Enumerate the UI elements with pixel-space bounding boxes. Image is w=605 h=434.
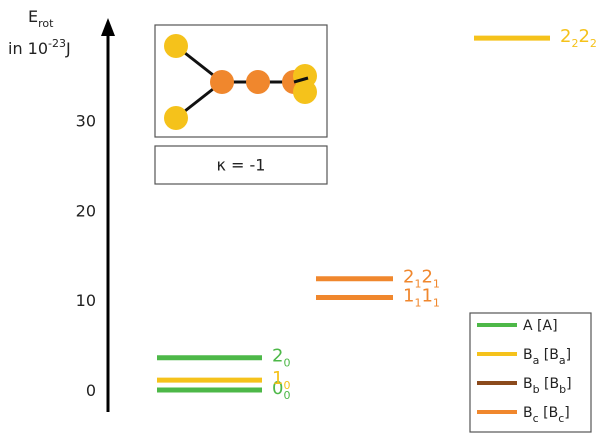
annotation: κ = -1 [217, 156, 266, 175]
level-label-part: 1 [421, 286, 432, 307]
y-axis-label-part: rot [38, 17, 54, 30]
legend-label-part: b [533, 383, 540, 396]
legend-label-part: ] [566, 376, 571, 392]
y-axis-label-part: E [28, 7, 38, 26]
level-label-part: 2 [578, 26, 589, 47]
legend-label-part: [B [540, 376, 560, 392]
legend-label-part: b [559, 383, 566, 396]
level-label-part: 1 [433, 278, 440, 291]
level-label-part: 1 [403, 286, 414, 307]
y-axis-arrow [101, 18, 115, 36]
chart: κ = -1 Erotin 10-23J01020300020102222111… [0, 0, 605, 434]
level-label-part: 1 [414, 297, 421, 310]
level-label-part: 2 [403, 267, 414, 288]
legend-label-part: a [533, 354, 540, 367]
level-label-part: 1 [414, 278, 421, 291]
y-axis-unit-part: in 10 [8, 39, 48, 58]
y-axis-unit: in 10-23J [8, 37, 71, 58]
legend-label-part: B [523, 376, 533, 392]
level-label: 20 [272, 346, 290, 370]
legend-label-part: [B [539, 347, 559, 363]
legend-label-part: a [559, 354, 566, 367]
legend-label-part: ] [564, 405, 569, 421]
y-tick-label: 10 [76, 291, 96, 310]
level-label-part: 2 [272, 346, 283, 367]
level-label-part: 2 [560, 26, 571, 47]
level-label-part: 0 [283, 357, 290, 370]
level-label-part: 1 [433, 297, 440, 310]
level-label: 2222 [560, 26, 597, 50]
legend-label-part: [B [539, 405, 559, 421]
level-label-part: 2 [590, 37, 597, 50]
legend-label-part: B [523, 347, 533, 363]
legend-label: A [A] [523, 318, 558, 334]
y-axis-unit-part: -23 [48, 37, 66, 50]
y-tick-label: 20 [76, 201, 96, 220]
level-label: 10 [272, 368, 290, 392]
y-tick-label: 30 [76, 112, 96, 131]
y-axis-label: Erot [28, 7, 54, 30]
y-tick-label: 0 [86, 381, 96, 400]
level-label-part: 0 [283, 379, 290, 392]
level-label-part: 2 [571, 37, 578, 50]
legend-label-part: B [523, 405, 533, 421]
level-label-part: 1 [272, 368, 283, 389]
level-label: 2121 [403, 267, 440, 291]
level-label-part: 2 [421, 267, 432, 288]
legend-label-part: ] [566, 347, 571, 363]
y-axis-unit-part: J [65, 39, 71, 58]
legend-label-part: A [A] [523, 318, 558, 334]
